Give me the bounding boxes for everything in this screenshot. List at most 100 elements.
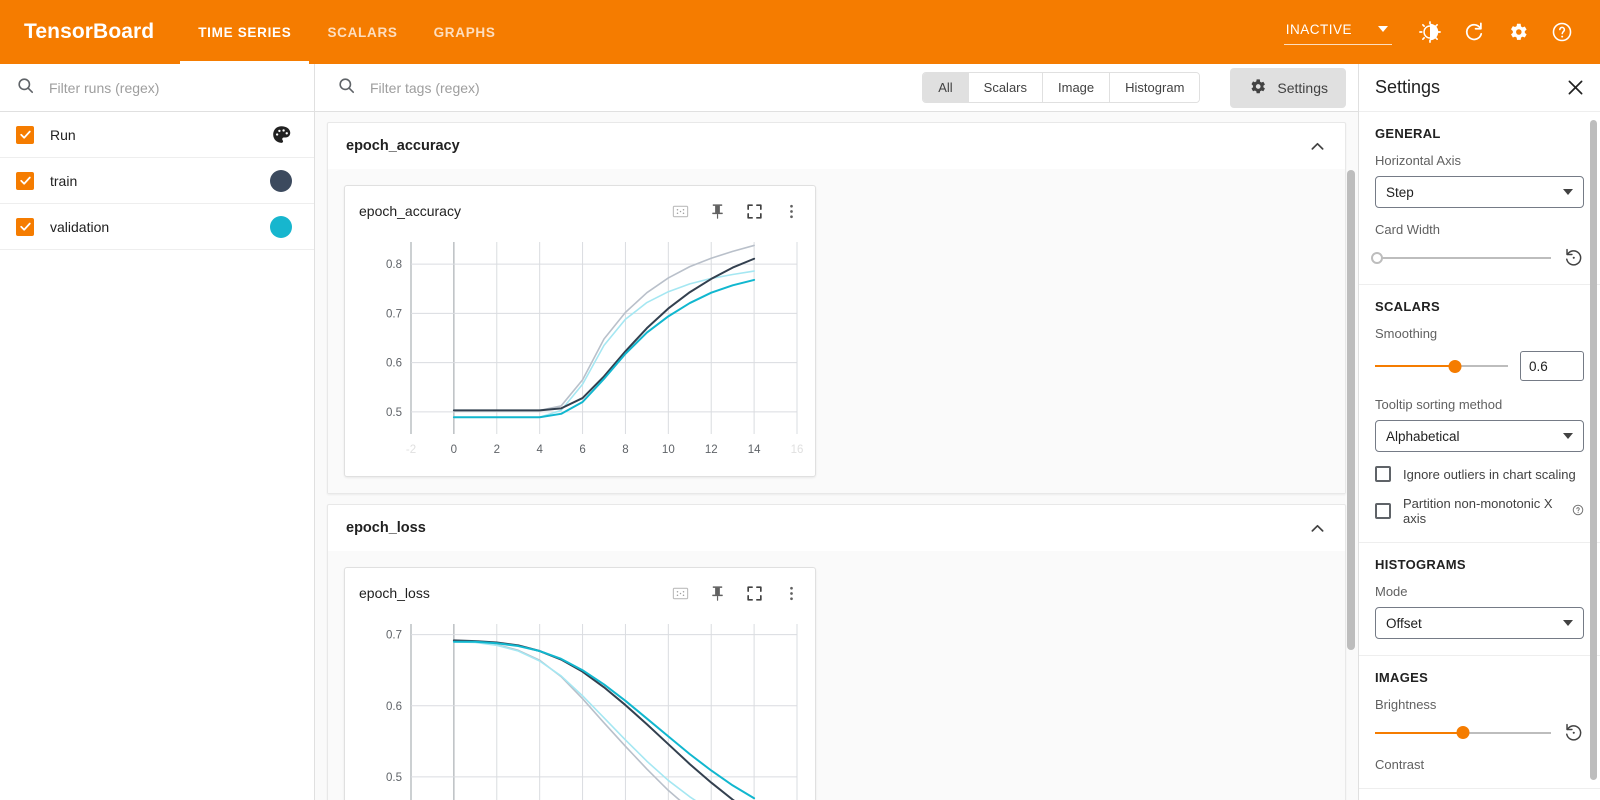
chevron-up-icon[interactable]	[1308, 519, 1327, 538]
settings-heading-general: GENERAL	[1375, 126, 1441, 141]
settings-panel-scrollbar[interactable]	[1590, 120, 1597, 780]
main-nav-tabs: TIME SERIES SCALARS GRAPHS	[180, 0, 513, 64]
tooltip-sort-label: Tooltip sorting method	[1375, 397, 1503, 412]
chart-card-tools	[671, 202, 801, 221]
card-group-epoch-accuracy: epoch_accuracy epoch_accuracy	[327, 122, 1346, 494]
svg-text:0.5: 0.5	[386, 407, 402, 419]
settings-button-label: Settings	[1277, 79, 1328, 96]
svg-text:0.6: 0.6	[386, 358, 402, 370]
main-scrollbar[interactable]	[1347, 170, 1355, 650]
reset-brightness-icon[interactable]	[1563, 722, 1584, 743]
brightness-slider[interactable]	[1375, 725, 1551, 741]
runs-sidebar: Run train	[0, 64, 315, 800]
smoothing-value-input[interactable]: 0.6	[1520, 351, 1584, 381]
ignore-outliers-label: Ignore outliers in chart scaling	[1403, 466, 1576, 482]
close-icon[interactable]	[1565, 77, 1586, 98]
chevron-down-icon	[1563, 620, 1573, 626]
run-checkbox-all[interactable]	[16, 125, 34, 144]
card-width-slider[interactable]	[1371, 250, 1551, 266]
partition-x-axis-row[interactable]: Partition non-monotonic X axis	[1375, 496, 1584, 526]
card-width-row	[1371, 247, 1584, 268]
pin-icon[interactable]	[708, 202, 727, 221]
tooltip-sort-select[interactable]: Alphabetical	[1375, 420, 1584, 452]
help-icon[interactable]	[1542, 12, 1582, 52]
settings-panel-scroll: GENERAL Horizontal Axis Step Card Width	[1359, 112, 1600, 800]
tab-time-series[interactable]: TIME SERIES	[180, 0, 310, 64]
run-label-train: train	[50, 172, 78, 189]
run-filter-input[interactable]	[49, 79, 298, 96]
fullscreen-icon[interactable]	[745, 202, 764, 221]
toggle-scalars[interactable]: Scalars	[968, 73, 1044, 102]
slider-thumb[interactable]	[1371, 251, 1383, 264]
data-table-icon[interactable]	[671, 202, 690, 221]
run-checkbox-train[interactable]	[16, 171, 34, 190]
svg-text:-2: -2	[406, 444, 416, 456]
toggle-histogram[interactable]: Histogram	[1110, 73, 1200, 102]
run-color-swatch-train[interactable]	[270, 169, 292, 192]
settings-panel: Settings GENERAL Horizontal Axis Step Ca…	[1358, 64, 1600, 800]
chart-title-epoch-loss: epoch_loss	[359, 585, 430, 601]
group-title-epoch-accuracy: epoch_accuracy	[346, 138, 460, 154]
refresh-icon[interactable]	[1454, 12, 1494, 52]
slider-thumb[interactable]	[1456, 726, 1470, 739]
top-app-bar: TensorBoard TIME SERIES SCALARS GRAPHS I…	[0, 0, 1600, 64]
pin-icon[interactable]	[708, 584, 727, 603]
settings-panel-title: Settings	[1375, 77, 1441, 97]
tab-graphs[interactable]: GRAPHS	[433, 24, 496, 40]
tab-scalars[interactable]: SCALARS	[327, 24, 398, 40]
tag-filter-bar: All Scalars Image Histogram Settings	[315, 64, 1358, 112]
svg-text:14: 14	[748, 444, 761, 456]
ignore-outliers-checkbox[interactable]	[1375, 466, 1391, 482]
group-header-epoch-loss[interactable]: epoch_loss	[328, 505, 1345, 551]
more-vert-icon[interactable]	[782, 202, 801, 221]
more-vert-icon[interactable]	[782, 584, 801, 603]
settings-heading-scalars: SCALARS	[1375, 299, 1440, 314]
run-row-validation[interactable]: validation	[0, 204, 314, 250]
partition-x-axis-checkbox[interactable]	[1375, 503, 1391, 519]
settings-gear-icon[interactable]	[1498, 12, 1538, 52]
tag-filter-input[interactable]	[370, 79, 909, 96]
brightness-label: Brightness	[1375, 697, 1437, 712]
svg-text:6: 6	[579, 444, 585, 456]
histogram-mode-select[interactable]: Offset	[1375, 607, 1584, 639]
horizontal-axis-value: Step	[1386, 184, 1414, 200]
reload-mode-select[interactable]: INACTIVE	[1283, 20, 1392, 45]
chevron-up-icon[interactable]	[1308, 137, 1327, 156]
brightness-icon[interactable]	[1410, 12, 1450, 52]
chevron-down-icon	[1378, 26, 1388, 32]
settings-heading-images: IMAGES	[1375, 670, 1429, 685]
chart-plot-epoch-accuracy[interactable]: 0.5 0.6 0.7 0.8 -2 0 2 4 6 8 10 12 14 16	[359, 234, 803, 466]
slider-fill	[1375, 731, 1463, 734]
histogram-mode-label: Mode	[1375, 584, 1408, 599]
svg-text:0.7: 0.7	[386, 630, 402, 642]
toggle-image[interactable]: Image	[1043, 73, 1111, 102]
svg-text:10: 10	[662, 444, 675, 456]
reset-card-width-icon[interactable]	[1563, 247, 1584, 268]
palette-icon[interactable]	[270, 124, 292, 146]
horizontal-axis-select[interactable]: Step	[1375, 176, 1584, 208]
smoothing-slider[interactable]	[1375, 358, 1508, 374]
chevron-down-icon	[1563, 189, 1573, 195]
run-checkbox-validation[interactable]	[16, 217, 34, 236]
settings-button[interactable]: Settings	[1230, 67, 1346, 108]
group-header-epoch-accuracy[interactable]: epoch_accuracy	[328, 123, 1345, 169]
help-icon[interactable]	[1572, 504, 1584, 519]
chart-plot-epoch-loss[interactable]: 0.5 0.6 0.7	[359, 616, 801, 800]
slider-track	[1375, 256, 1551, 259]
ignore-outliers-row[interactable]: Ignore outliers in chart scaling	[1375, 466, 1584, 482]
chart-card-tools	[671, 584, 801, 603]
svg-text:0.8: 0.8	[386, 259, 402, 271]
chart-card-epoch-loss: epoch_loss	[344, 567, 816, 800]
run-row-train[interactable]: train	[0, 158, 314, 204]
run-row-all[interactable]: Run	[0, 112, 314, 158]
app-brand: TensorBoard	[24, 20, 155, 43]
data-table-icon[interactable]	[671, 584, 690, 603]
toggle-all[interactable]: All	[923, 73, 969, 102]
fullscreen-icon[interactable]	[745, 584, 764, 603]
top-bar-actions: INACTIVE	[1283, 12, 1600, 52]
smoothing-row: 0.6	[1375, 351, 1584, 381]
run-color-swatch-validation[interactable]	[270, 215, 292, 238]
slider-thumb[interactable]	[1448, 359, 1462, 373]
svg-text:0: 0	[451, 444, 457, 456]
settings-section-histograms: HISTOGRAMS Mode Offset	[1359, 543, 1600, 656]
